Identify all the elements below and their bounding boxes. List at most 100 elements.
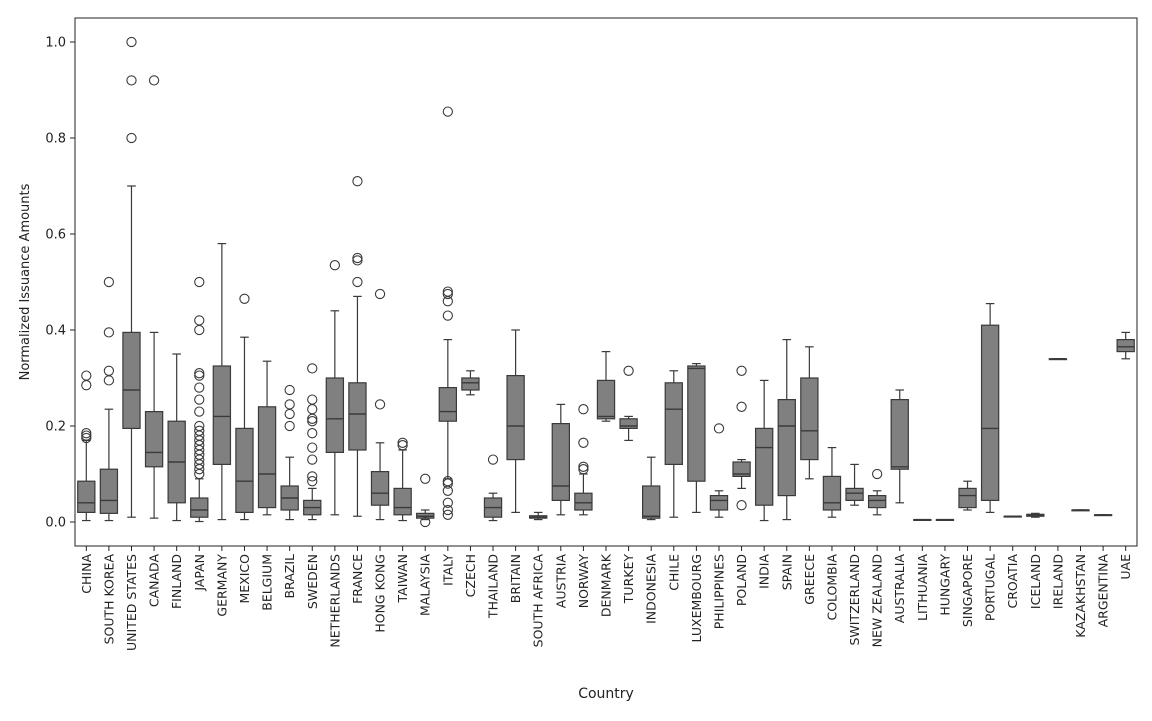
iqr-box <box>642 485 661 519</box>
x-tick-label: JAPAN <box>192 554 207 592</box>
box-group <box>122 36 141 518</box>
box-group <box>958 480 977 511</box>
outlier-point <box>442 106 453 117</box>
box-group <box>325 260 345 516</box>
outlier-point <box>284 408 295 420</box>
iqr-box <box>438 387 458 422</box>
outlier-point <box>352 252 363 264</box>
plot-area-frame <box>74 17 1138 547</box>
plot-marks <box>77 36 1135 528</box>
x-axis-label: Country <box>578 686 634 702</box>
outlier-point <box>103 327 115 338</box>
outlier-point <box>307 471 318 482</box>
box-group <box>890 389 909 504</box>
outlier-point <box>307 394 318 405</box>
outlier-point <box>126 132 137 144</box>
outlier-point <box>307 442 318 453</box>
outlier-point <box>352 276 363 288</box>
box-group <box>257 360 277 516</box>
box-group <box>867 468 887 516</box>
outlier-point <box>487 454 499 465</box>
outlier-point <box>81 430 92 441</box>
outlier-point <box>194 406 205 417</box>
x-tick-label: UAE <box>1118 554 1133 580</box>
x-tick-label: TURKEY <box>621 554 636 605</box>
outlier-point <box>81 370 92 381</box>
x-axis: CHINA SOUTH KOREA UNITED STATES CANADA FINLA… <box>79 546 1133 651</box>
outlier-point <box>126 36 137 48</box>
x-tick-label: SINGAPORE <box>960 554 975 627</box>
box-group <box>1003 515 1022 518</box>
box-group <box>709 423 729 518</box>
box-group <box>506 329 525 514</box>
iqr-box <box>777 399 796 497</box>
box-group <box>483 454 503 522</box>
outlier-point <box>713 423 725 434</box>
outlier-point <box>194 382 205 393</box>
outlier-point <box>420 516 431 528</box>
box-group <box>438 106 458 520</box>
x-tick-label: NEW ZEALAND <box>870 554 885 647</box>
outlier-point <box>442 504 453 516</box>
outlier-point <box>81 428 92 439</box>
outlier-point <box>307 416 318 427</box>
box-group <box>1116 331 1135 360</box>
x-tick-label: PHILIPPINES <box>711 554 726 629</box>
box-group <box>1071 509 1090 512</box>
y-tick-label: 0.0 <box>45 516 66 531</box>
iqr-box <box>619 418 638 429</box>
x-tick-label: GERMANY <box>214 554 229 617</box>
x-tick-label: CHINA <box>79 554 94 594</box>
x-tick-label: AUSTRALIA <box>892 554 907 624</box>
iqr-box <box>506 375 525 461</box>
outlier-point <box>194 276 205 288</box>
outlier-point <box>578 437 589 448</box>
outlier-point <box>374 399 386 410</box>
x-tick-label: COLOMBIA <box>824 554 839 621</box>
outlier-point <box>578 461 589 472</box>
outlier-point <box>397 440 408 451</box>
box-group <box>754 379 774 522</box>
outlier-point <box>623 365 634 376</box>
outlier-point <box>442 286 453 297</box>
x-tick-label: BELGIUM <box>260 554 275 611</box>
x-tick-label: DENMARK <box>599 553 614 617</box>
outlier-point <box>578 404 589 415</box>
iqr-box <box>257 406 277 509</box>
box-group <box>551 403 570 516</box>
iqr-box <box>122 331 141 429</box>
iqr-box <box>144 411 164 468</box>
iqr-box <box>596 379 616 420</box>
box-group <box>393 437 412 522</box>
box-group <box>845 463 864 506</box>
outlier-point <box>148 75 160 86</box>
iqr-box <box>664 382 683 465</box>
outlier-point <box>442 497 453 508</box>
x-tick-label: ICELAND <box>1028 554 1043 609</box>
x-tick-label: THAILAND <box>486 554 501 619</box>
box-group <box>935 518 955 521</box>
outlier-point <box>81 380 92 391</box>
x-tick-label: FRANCE <box>350 554 365 604</box>
iqr-box <box>800 377 819 461</box>
x-tick-label: CZECH <box>463 554 478 597</box>
x-tick-label: LUXEMBOURG <box>689 554 704 642</box>
iqr-box <box>348 382 367 451</box>
x-tick-label: IRELAND <box>1050 554 1065 609</box>
box-group <box>619 365 638 441</box>
x-tick-label: KAZAKHSTAN <box>1073 554 1088 638</box>
x-tick-label: NETHERLANDS <box>327 554 342 648</box>
outlier-point <box>442 478 453 489</box>
outlier-point <box>194 425 205 436</box>
iqr-box <box>845 487 864 501</box>
x-tick-label: UNITED STATES <box>124 554 139 651</box>
outlier-point <box>329 260 341 271</box>
box-group <box>800 346 819 480</box>
x-tick-label: ARGENTINA <box>1096 554 1111 628</box>
box-group <box>144 75 164 519</box>
x-tick-label: BRITAIN <box>508 554 523 603</box>
iqr-box <box>1116 339 1135 353</box>
x-tick-label: INDIA <box>757 554 772 589</box>
box-group <box>574 404 593 516</box>
